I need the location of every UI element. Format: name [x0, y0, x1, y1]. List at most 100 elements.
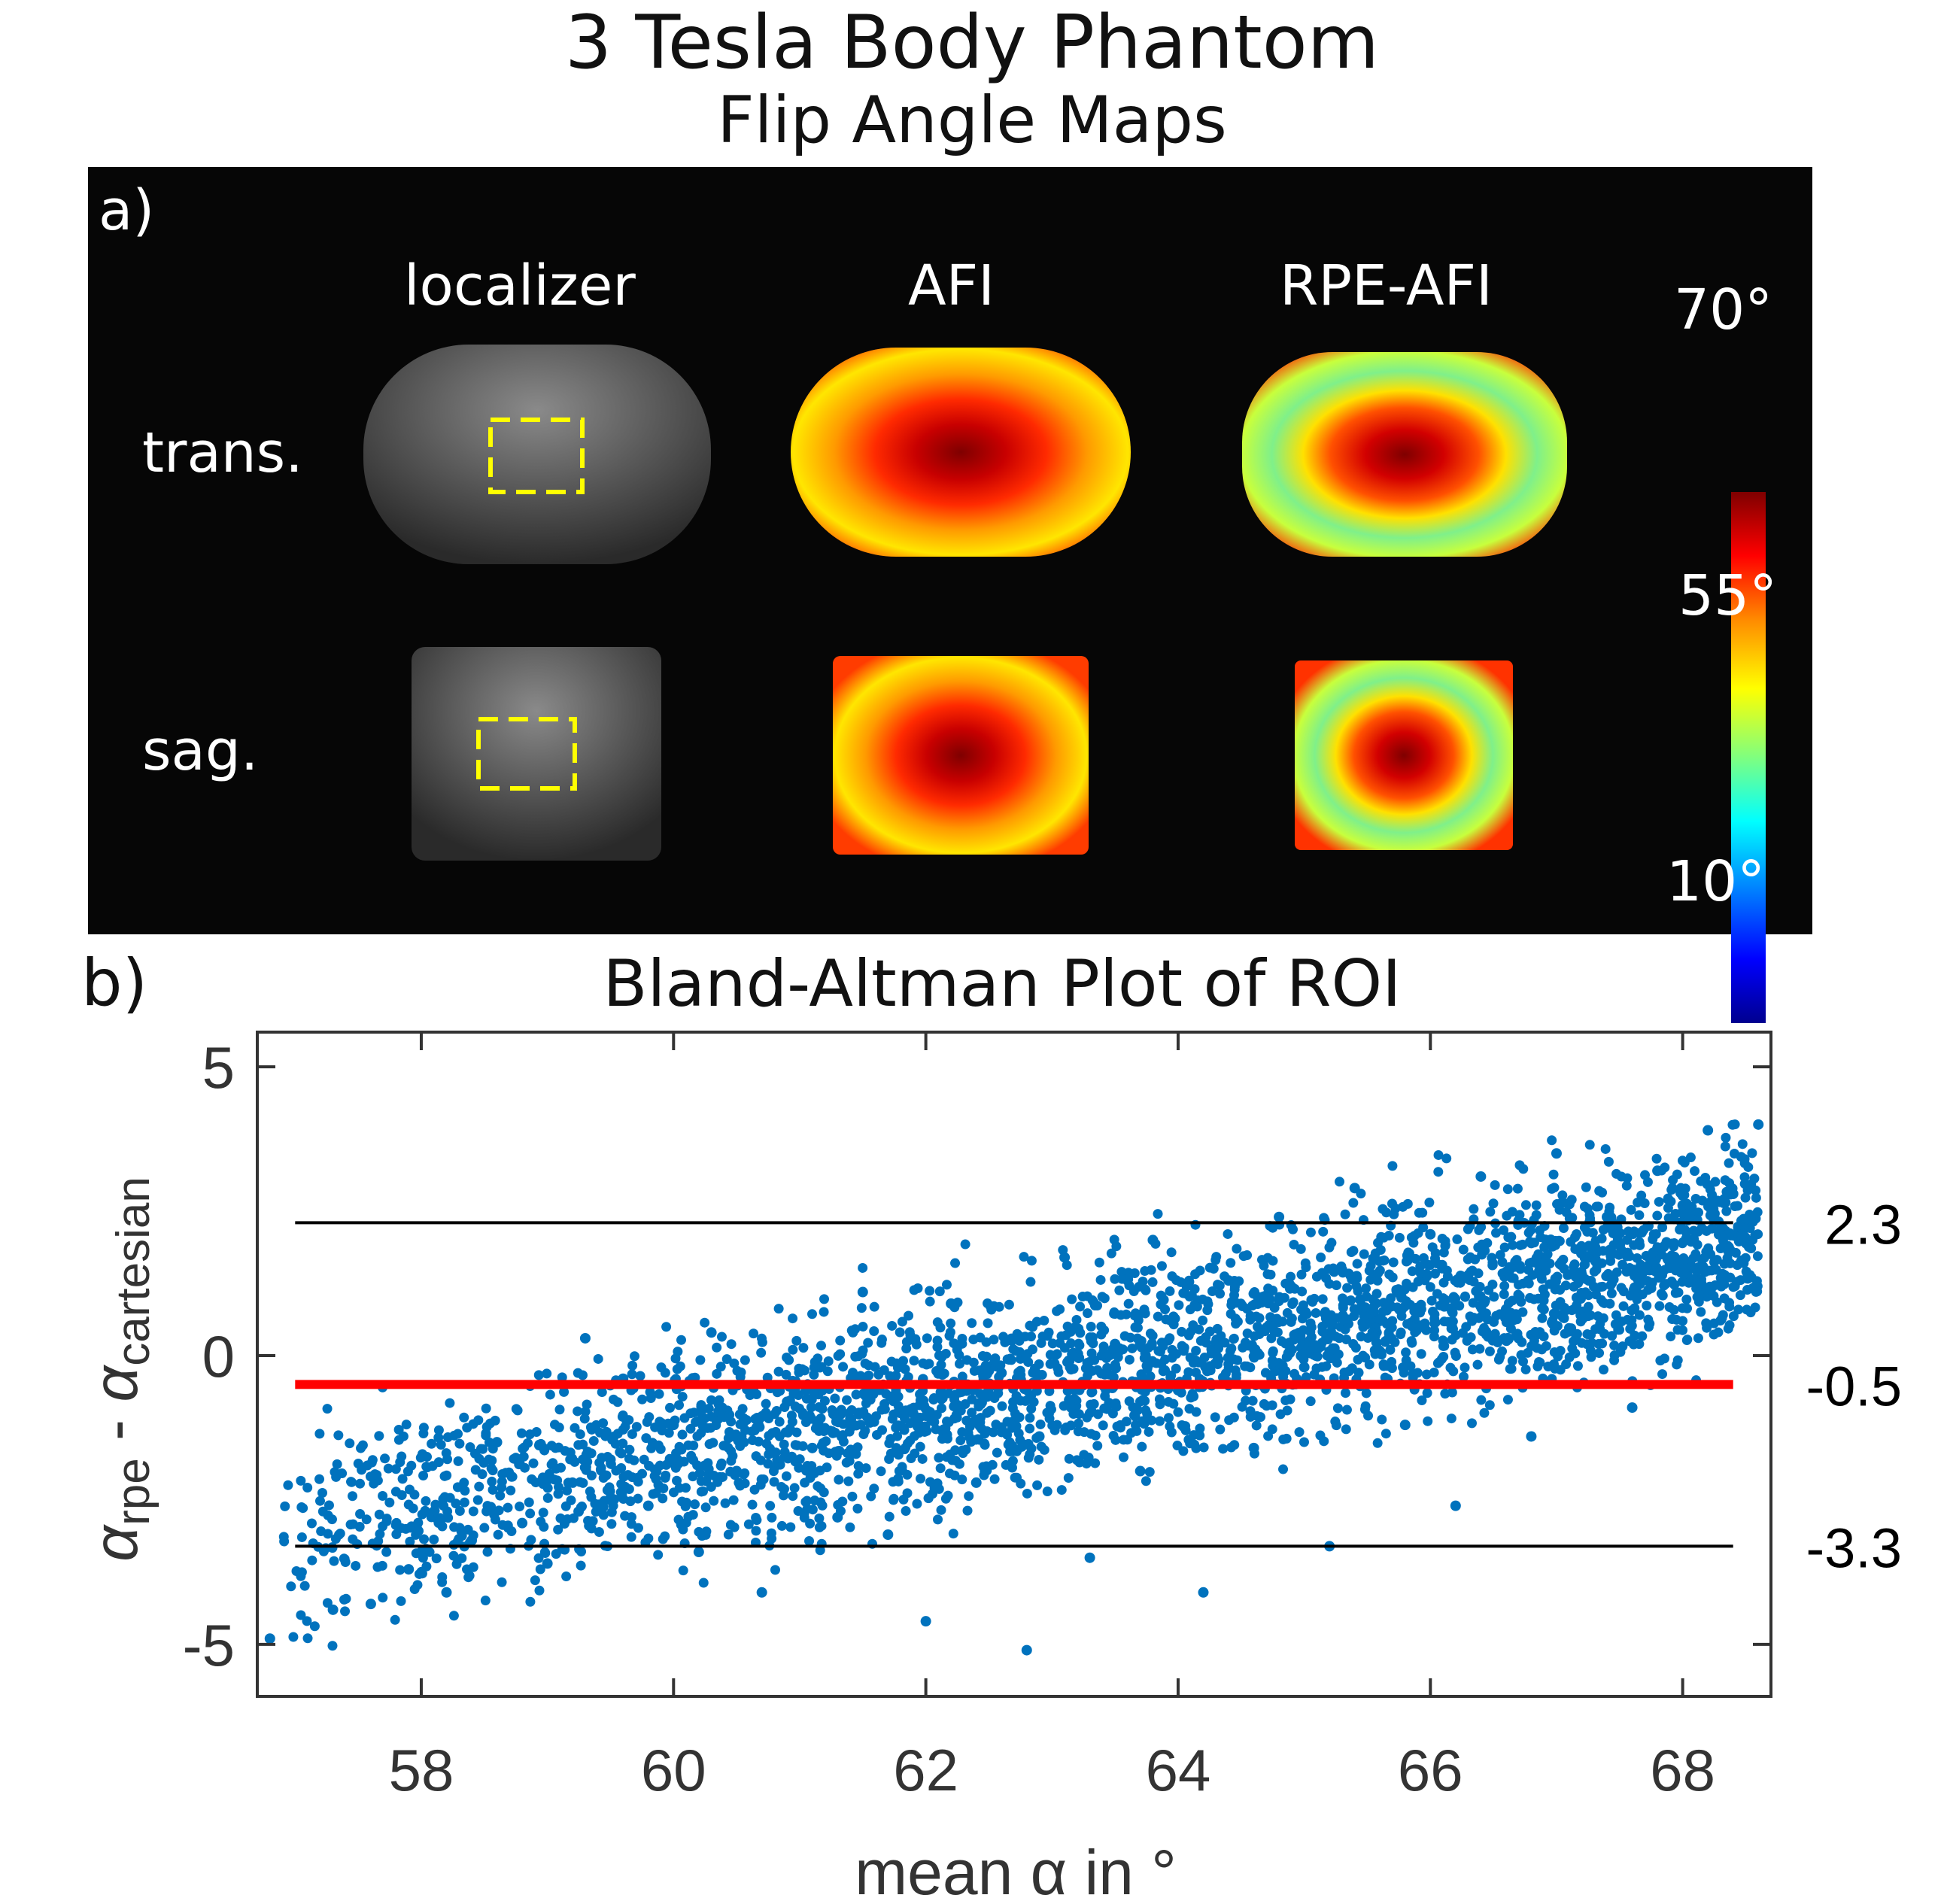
scatter-point: [332, 1459, 342, 1469]
scatter-point: [1558, 1223, 1569, 1234]
scatter-point: [1753, 1119, 1764, 1130]
scatter-point: [835, 1335, 846, 1346]
scatter-point: [1250, 1286, 1260, 1297]
scatter-point: [355, 1478, 366, 1489]
scatter-point: [1513, 1289, 1523, 1300]
scatter-point: [1508, 1315, 1519, 1326]
scatter-point: [1031, 1432, 1042, 1443]
scatter-point: [1476, 1395, 1487, 1405]
scatter-point: [1749, 1174, 1760, 1184]
scatter-point: [1396, 1329, 1406, 1340]
scatter-point: [768, 1466, 779, 1477]
scatter-point: [1378, 1204, 1388, 1214]
scatter-point: [299, 1581, 310, 1591]
scatter-point: [1657, 1290, 1668, 1301]
scatter-point: [945, 1449, 955, 1459]
scatter-point: [885, 1434, 896, 1444]
scatter-point: [948, 1529, 958, 1539]
colorbar-mid-label: 55°: [1678, 563, 1778, 628]
scatter-point: [1034, 1359, 1044, 1369]
scatter-point: [1077, 1292, 1088, 1302]
scatter-point: [1296, 1304, 1307, 1315]
scatter-point: [429, 1534, 439, 1544]
scatter-point: [381, 1547, 392, 1557]
scatter-point: [934, 1453, 944, 1463]
scatter-point: [1740, 1192, 1751, 1203]
scatter-point: [815, 1545, 825, 1556]
scatter-point: [1026, 1444, 1037, 1454]
scatter-point: [699, 1460, 709, 1471]
scatter-point: [1230, 1365, 1241, 1376]
scatter-point: [618, 1438, 628, 1449]
scatter-point: [1172, 1441, 1183, 1451]
scatter-point: [1438, 1277, 1449, 1288]
scatter-point: [397, 1474, 408, 1484]
scatter-point: [1015, 1395, 1025, 1406]
scatter-point: [957, 1371, 967, 1382]
scatter-point: [1657, 1369, 1668, 1380]
scatter-point: [1141, 1405, 1151, 1416]
scatter-point: [1359, 1404, 1370, 1415]
scatter-point: [1433, 1167, 1444, 1177]
scatter-point: [459, 1412, 469, 1423]
scatter-point: [1452, 1234, 1463, 1244]
scatter-point: [1133, 1405, 1144, 1416]
scatter-point: [668, 1487, 679, 1498]
scatter-point: [1064, 1453, 1074, 1464]
scatter-point: [624, 1444, 635, 1455]
scatter-point: [1555, 1365, 1566, 1375]
scatter-point: [872, 1429, 882, 1440]
scatter-point: [1554, 1204, 1565, 1215]
scatter-point: [562, 1514, 573, 1524]
scatter-point: [998, 1332, 1009, 1342]
scatter-point: [747, 1426, 758, 1437]
scatter-point: [627, 1360, 638, 1371]
scatter-point: [1285, 1394, 1295, 1404]
scatter-point: [280, 1501, 290, 1511]
scatter-point: [1517, 1307, 1528, 1317]
scatter-point: [805, 1518, 816, 1529]
scatter-point: [681, 1483, 691, 1493]
scatter-point: [786, 1411, 797, 1421]
scatter-point: [814, 1513, 825, 1523]
scatter-point: [1142, 1364, 1153, 1374]
scatter-point: [1533, 1249, 1544, 1259]
scatter-point: [1644, 1322, 1654, 1332]
scatter-point: [1717, 1232, 1727, 1243]
scatter-point: [1223, 1228, 1233, 1239]
y-label-sub-cartesian: cartesian: [108, 1177, 159, 1366]
scatter-point: [629, 1455, 639, 1465]
scatter-point: [606, 1459, 616, 1469]
scatter-point: [887, 1414, 898, 1424]
scatter-point: [1138, 1416, 1148, 1426]
scatter-point: [1259, 1326, 1270, 1337]
scatter-point: [1229, 1412, 1239, 1423]
scatter-point: [1495, 1309, 1505, 1319]
scatter-point: [1608, 1274, 1619, 1285]
scatter-point: [520, 1462, 530, 1473]
scatter-point: [737, 1431, 747, 1441]
scatter-point: [677, 1429, 688, 1440]
scatter-point: [487, 1476, 497, 1486]
scatter-point: [1660, 1162, 1670, 1173]
scatter-point: [341, 1593, 351, 1604]
scatter-point: [1589, 1266, 1599, 1277]
scatter-point: [935, 1322, 946, 1333]
scatter-point: [1021, 1644, 1032, 1656]
scatter-point: [1636, 1264, 1647, 1274]
scatter-point: [626, 1532, 636, 1542]
scatter-point: [1394, 1232, 1405, 1243]
scatter-point: [575, 1429, 585, 1440]
afi-transverse-map: [791, 348, 1131, 557]
scatter-point: [494, 1505, 504, 1516]
scatter-point: [858, 1429, 869, 1440]
scatter-point: [957, 1474, 967, 1485]
scatter-point: [674, 1400, 685, 1411]
scatter-point: [278, 1532, 289, 1542]
scatter-point: [708, 1438, 718, 1448]
scatter-point: [1183, 1330, 1194, 1341]
scatter-point: [1690, 1166, 1700, 1177]
scatter-point: [515, 1502, 525, 1512]
scatter-point: [773, 1304, 784, 1314]
scatter-point: [1116, 1267, 1127, 1277]
